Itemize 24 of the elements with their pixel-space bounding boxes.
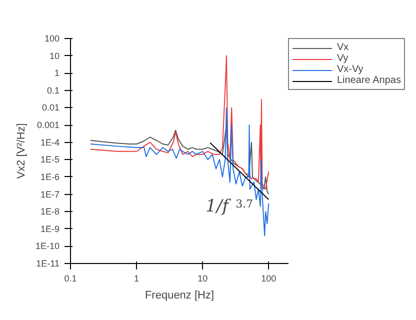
x-tick-label: 1 [134,274,140,284]
legend-label: Vx-Vy [337,64,364,75]
y-tick-label: 0.1 [46,85,60,96]
legend-label: Lineare Anpas [337,75,401,86]
y-tick-label: 1E-10 [35,241,60,252]
y-tick-label: 10 [49,50,60,61]
y-tick-label: 1E-5 [40,154,60,165]
y-tick-label: 1E-4 [40,137,60,148]
y-tick-label: 1E-6 [40,172,60,182]
x-axis-title: Frequenz [Hz] [144,290,214,302]
y-tick-label: 1 [54,68,60,78]
x-tick-label: 10 [198,274,208,284]
y-tick-label: 0.01 [42,102,60,113]
y-tick-label: 1E-11 [36,258,60,268]
y-tick-label: 0.001 [36,120,60,130]
y-tick-label: 1E-8 [40,206,60,217]
legend-label: Vx [337,42,350,53]
legend-label: Vy [337,53,350,64]
y-axis-title: Vx2 [V²/Hz] [15,123,28,179]
x-tick-label: 100 [261,274,276,284]
y-tick-label: 1E-9 [40,224,60,234]
x-tick-label: 0.1 [64,274,77,284]
y-tick-label: 100 [44,34,60,44]
y-tick-label: 1E-7 [40,189,60,200]
